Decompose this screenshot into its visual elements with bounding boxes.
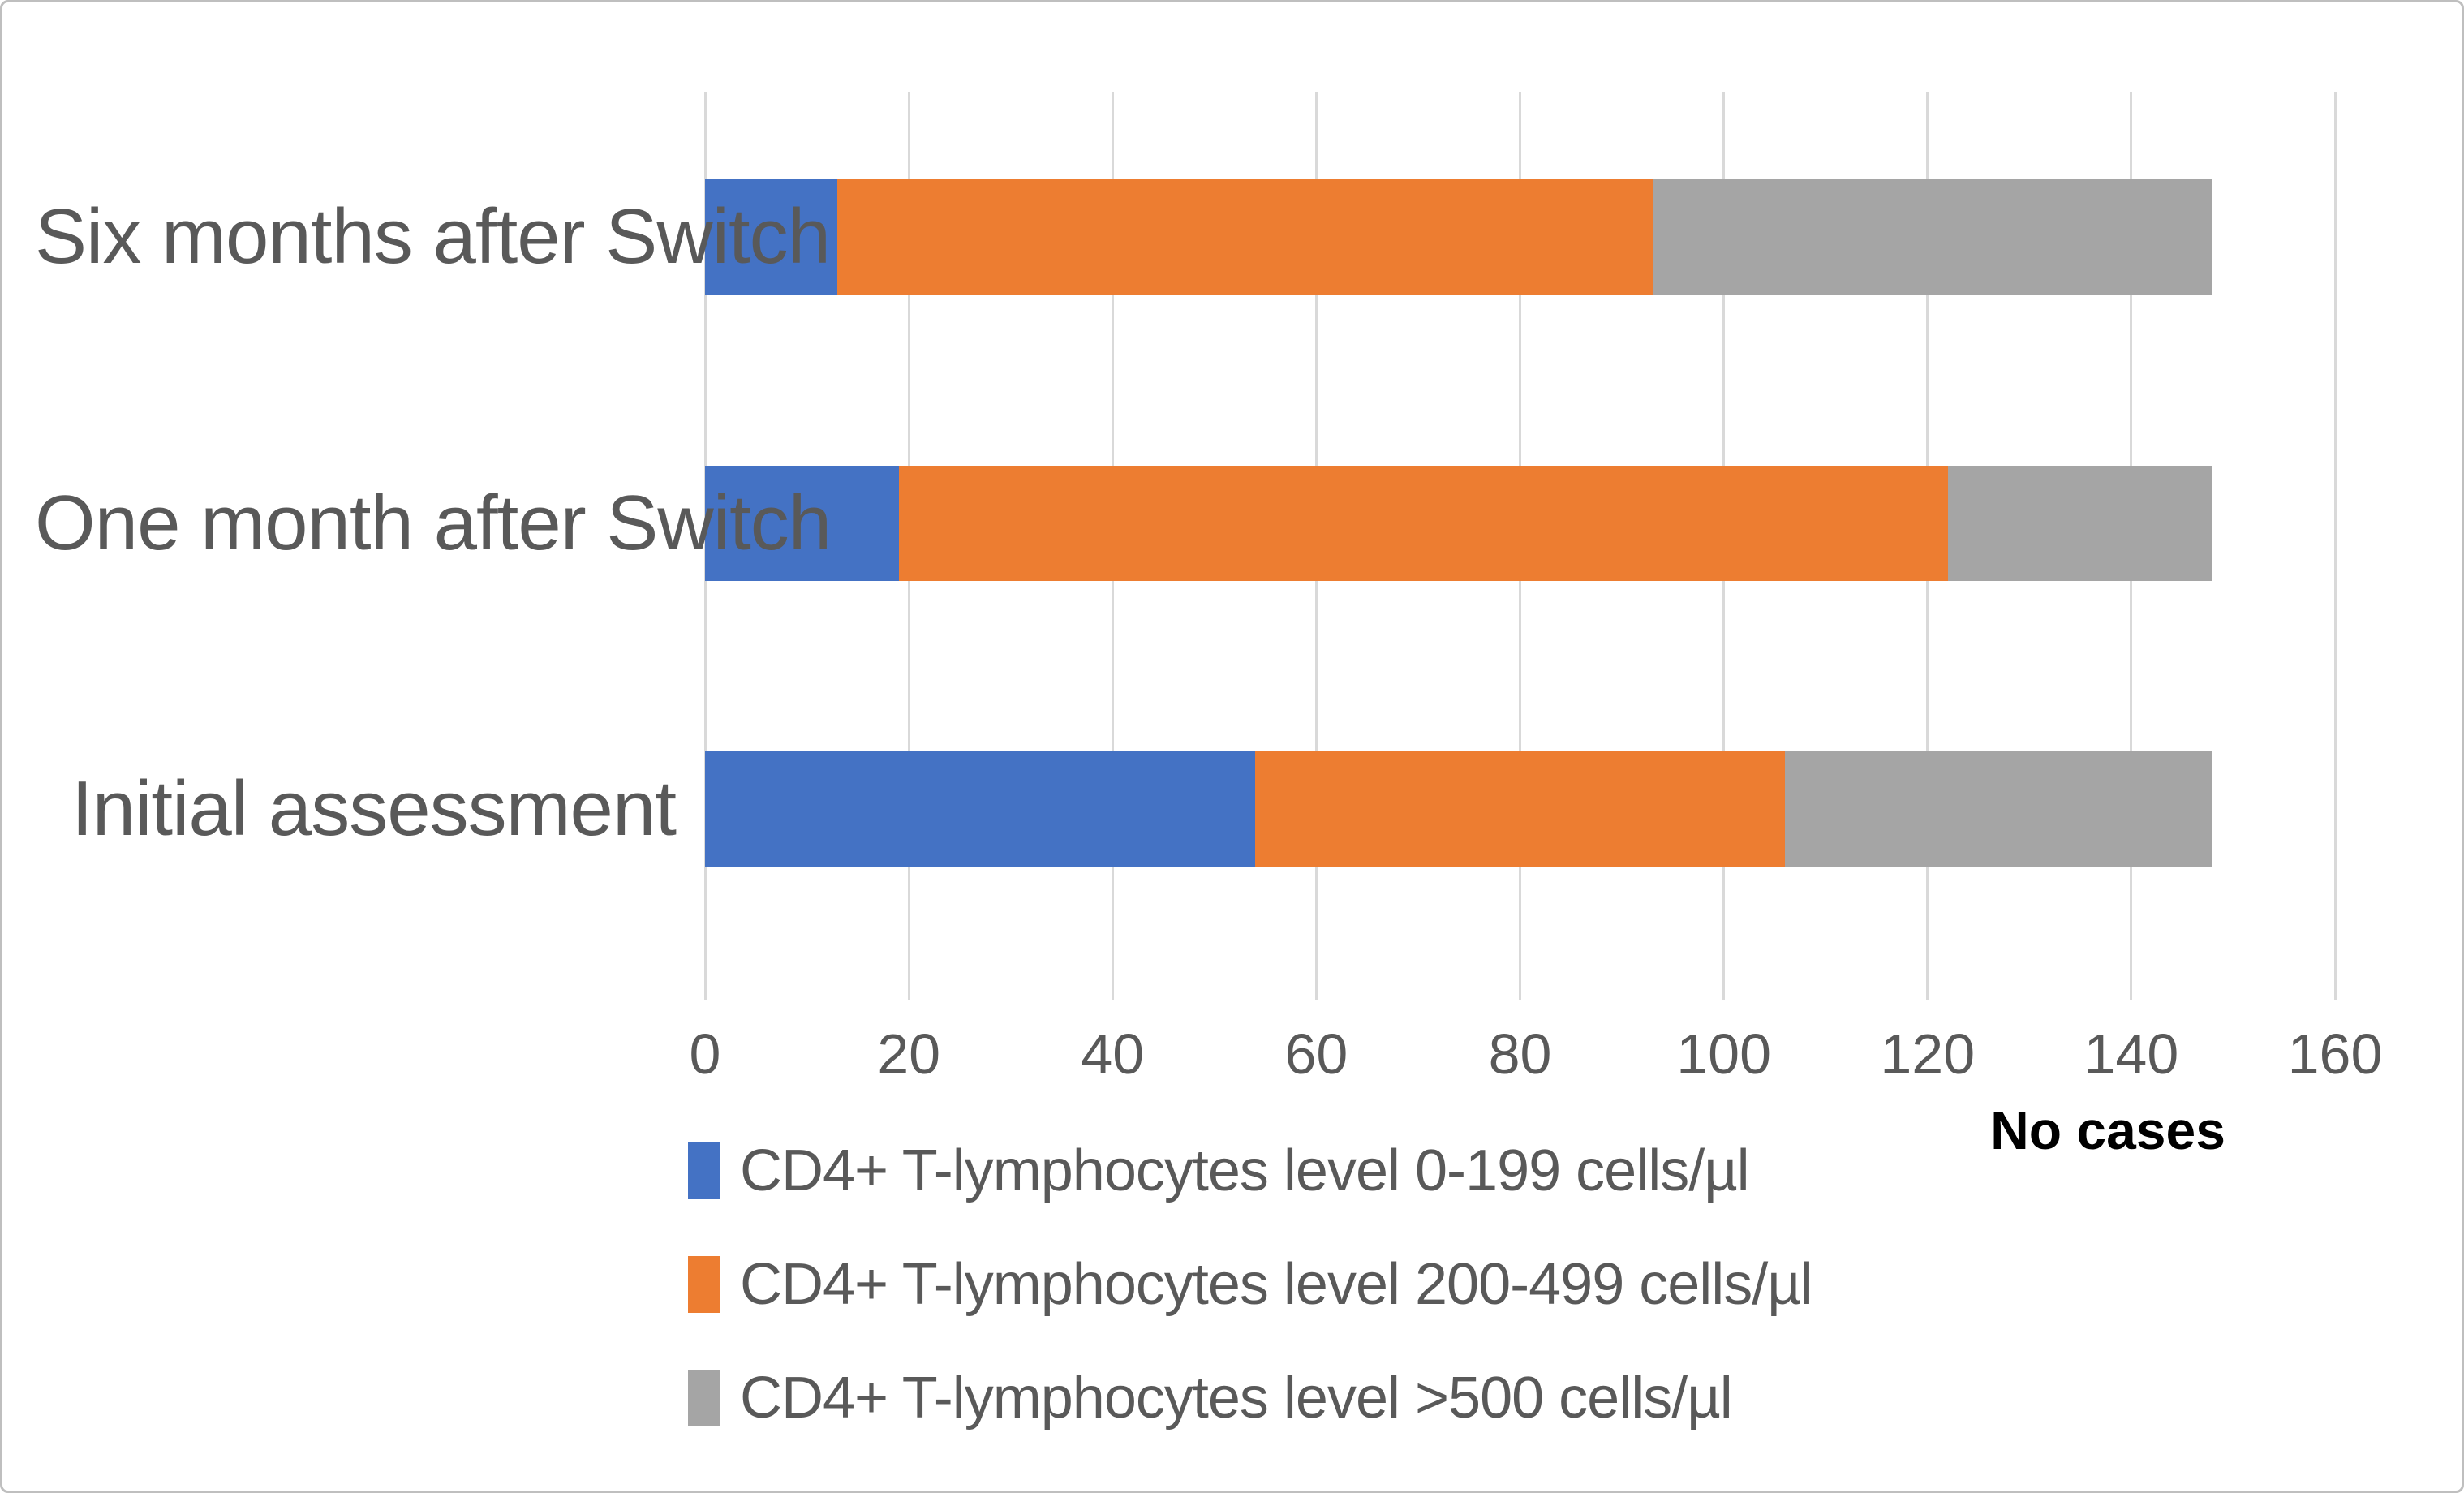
x-tick-label-160: 160 (2287, 1022, 2383, 1086)
category-label-initial-assessment: Initial assessment (71, 765, 677, 852)
bar-segment-initial-assessment-0-199-cells-l (705, 751, 1256, 867)
x-tick-label-100: 100 (1676, 1022, 1772, 1086)
x-tick-label-60: 60 (1284, 1022, 1348, 1086)
bar-segment-initial-assessment-200-499-cells-l (1255, 751, 1785, 867)
x-tick-label-0: 0 (689, 1022, 721, 1086)
x-tick-label-80: 80 (1488, 1022, 1552, 1086)
legend-label: CD4+ T-lymphocytes level 200-499 cells/µ… (740, 1252, 1813, 1317)
x-tick-label-120: 120 (1880, 1022, 1976, 1086)
x-tick-label-40: 40 (1081, 1022, 1145, 1086)
bar-segment-six-months-after-switch-500-cells-l (1652, 179, 2213, 295)
legend-swatch-icon (688, 1256, 720, 1313)
legend-item-500-cells-l: CD4+ T-lymphocytes level >500 cells/µl (688, 1341, 1813, 1455)
x-tick-label-20: 20 (877, 1022, 941, 1086)
bar-initial-assessment (705, 751, 2213, 867)
legend-item-200-499-cells-l: CD4+ T-lymphocytes level 200-499 cells/µ… (688, 1228, 1813, 1341)
legend: CD4+ T-lymphocytes level 0-199 cells/µl C… (688, 1114, 1813, 1455)
category-label-one-month-after-switch: One month after Switch (35, 480, 832, 566)
bar-segment-initial-assessment-500-cells-l (1784, 751, 2213, 867)
legend-item-0-199-cells-l: CD4+ T-lymphocytes level 0-199 cells/µl (688, 1114, 1813, 1228)
gridline-160 (2333, 92, 2337, 1000)
legend-swatch-icon (688, 1370, 720, 1426)
legend-label: CD4+ T-lymphocytes level 0-199 cells/µl (740, 1138, 1750, 1203)
bar-segment-six-months-after-switch-0-199-cells-l (705, 179, 838, 295)
x-axis-title: No cases (1990, 1100, 2225, 1160)
legend-swatch-icon (688, 1142, 720, 1199)
bar-segment-one-month-after-switch-200-499-cells-l (898, 466, 1948, 581)
bar-one-month-after-switch (705, 466, 2213, 581)
bar-segment-six-months-after-switch-200-499-cells-l (837, 179, 1653, 295)
bar-six-months-after-switch (705, 179, 2213, 295)
legend-label: CD4+ T-lymphocytes level >500 cells/µl (740, 1366, 1733, 1431)
x-tick-label-140: 140 (2083, 1022, 2179, 1086)
bar-segment-one-month-after-switch-0-199-cells-l (705, 466, 899, 581)
category-label-six-months-after-switch: Six months after Switch (35, 193, 831, 280)
bar-segment-one-month-after-switch-500-cells-l (1947, 466, 2213, 581)
